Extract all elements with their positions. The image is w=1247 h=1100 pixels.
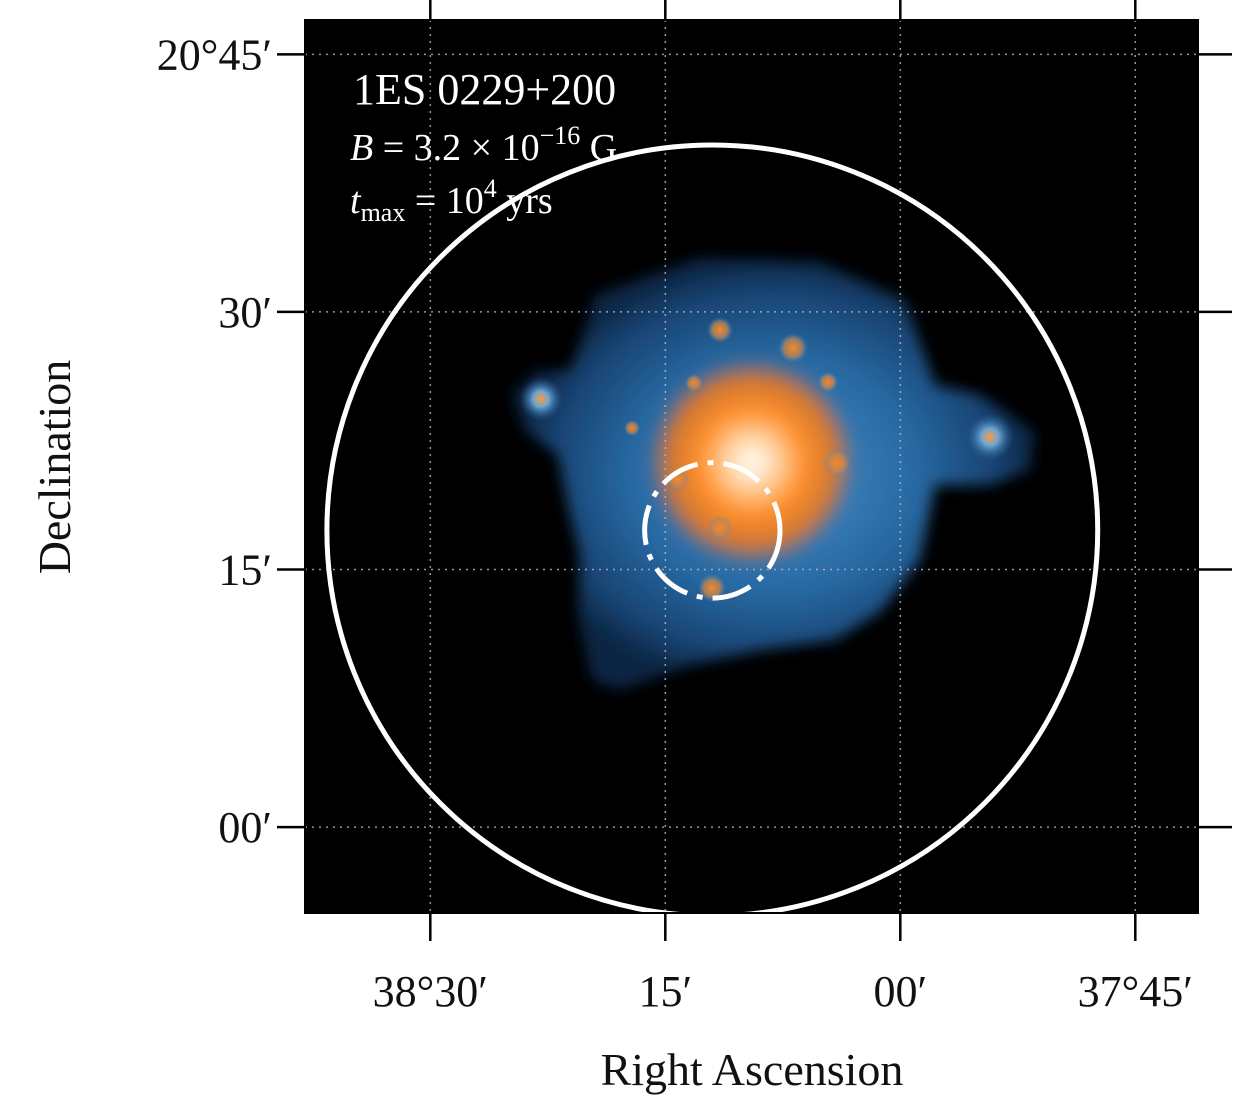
hotspot xyxy=(707,317,733,343)
tmax-symbol: t xyxy=(350,180,362,222)
emission-map xyxy=(512,258,1035,690)
side-blob-left xyxy=(519,377,563,421)
hotspot xyxy=(818,372,838,392)
outer-circle xyxy=(324,142,1101,919)
field-unit: G xyxy=(580,127,617,169)
axes-frame xyxy=(304,19,1199,914)
source-name: 1ES 0229+200 xyxy=(353,65,616,114)
axis-ticks xyxy=(277,0,1232,941)
field-symbol: B xyxy=(350,127,373,169)
magnetic-field-label: B = 3.2 × 10−16 G xyxy=(350,121,617,169)
tmax-label: tmax = 104 yrs xyxy=(350,174,553,227)
x-axis-label: Right Ascension xyxy=(601,1044,904,1095)
inner-circle xyxy=(642,460,783,601)
hotspot xyxy=(778,333,808,363)
grid-y xyxy=(305,53,1198,828)
x-tick-label: 38°30′ xyxy=(373,967,488,1016)
x-tick-label: 15′ xyxy=(638,967,692,1016)
grid-x xyxy=(429,20,1137,913)
hotspot xyxy=(624,420,640,436)
y-tick-label: 20°45′ xyxy=(157,30,272,79)
tmax-exponent: 4 xyxy=(484,174,497,203)
y-tick-label: 15′ xyxy=(218,546,272,595)
y-tick-label: 30′ xyxy=(218,288,272,337)
tmax-unit: yrs xyxy=(497,180,553,222)
y-tick-labels: 20°45′ 30′ 15′ 00′ xyxy=(157,30,272,852)
hotspot xyxy=(708,516,732,540)
field-value: = 3.2 × 10 xyxy=(373,127,539,169)
side-blob-right xyxy=(966,413,1014,461)
x-tick-label: 00′ xyxy=(873,967,927,1016)
tmax-value: = 10 xyxy=(405,180,483,222)
field-exponent: −16 xyxy=(540,121,581,150)
y-axis-label: Declination xyxy=(29,360,80,575)
hotspot xyxy=(823,449,851,477)
tmax-subscript: max xyxy=(361,198,406,227)
core-emission xyxy=(647,357,857,567)
y-tick-label: 00′ xyxy=(218,803,272,852)
x-tick-labels: 38°30′ 15′ 00′ 37°45′ xyxy=(373,967,1193,1016)
hotspot xyxy=(685,374,703,392)
hotspot xyxy=(698,574,726,602)
x-tick-label: 37°45′ xyxy=(1078,967,1193,1016)
